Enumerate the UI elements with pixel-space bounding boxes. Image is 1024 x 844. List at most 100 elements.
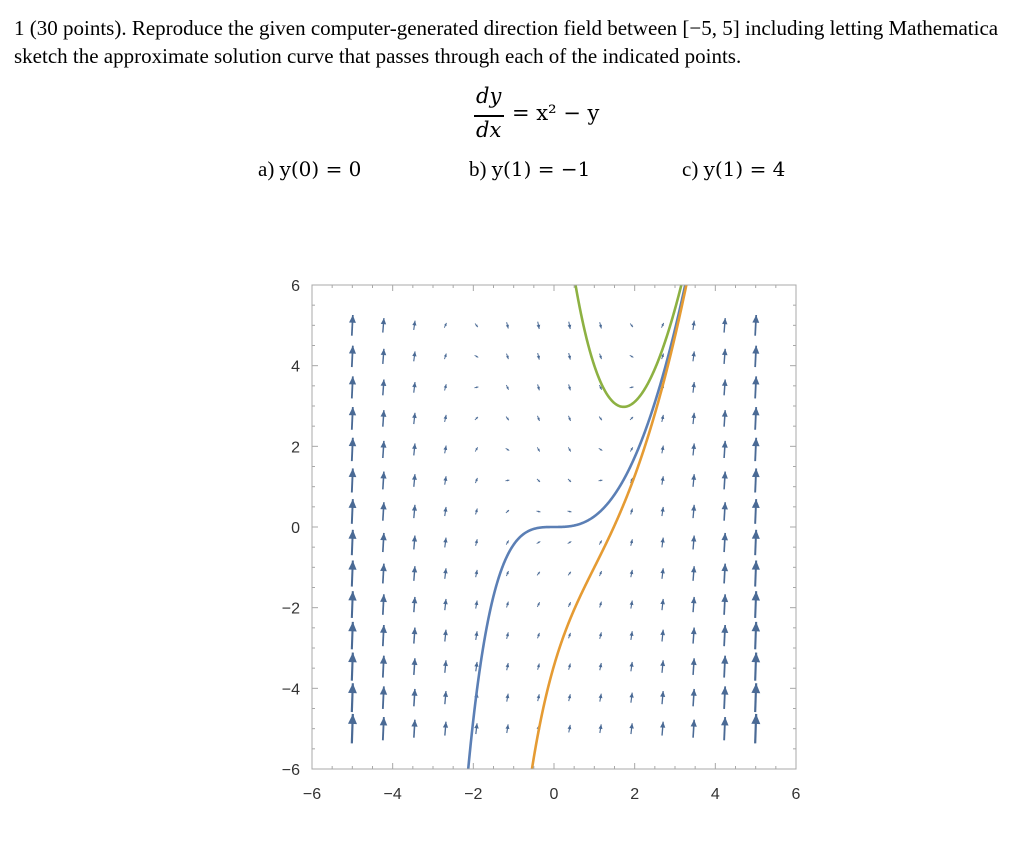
solution-curves (466, 285, 688, 769)
part-b-label: b) (469, 157, 487, 181)
arrow-head (599, 448, 603, 451)
arrow-head (443, 629, 448, 636)
arrow-head (629, 600, 634, 606)
arrow-head (506, 510, 510, 513)
arrow-head (348, 560, 357, 570)
arrow-head (347, 713, 357, 725)
arrow-head (411, 627, 418, 635)
arrow-head (752, 437, 760, 447)
arrow-head (661, 353, 664, 358)
y-tick-label: −6 (282, 762, 300, 779)
arrow-head (443, 445, 448, 451)
arrow-head (537, 602, 540, 606)
arrow-head (660, 568, 665, 574)
arrow-head (569, 510, 572, 513)
part-a-condition: y(0) = 0 (279, 157, 362, 181)
y-tick-label: −4 (282, 681, 300, 698)
arrow-head (380, 471, 387, 479)
arrow-head (567, 694, 572, 699)
arrow-head (348, 499, 357, 509)
arrow-head (443, 537, 448, 543)
arrow-head (380, 440, 387, 448)
arrow-head (721, 624, 729, 633)
arrow-head (536, 355, 541, 360)
y-tick-label: 2 (291, 439, 300, 456)
arrow-head (537, 417, 540, 421)
arrow-head (349, 314, 356, 323)
arrow-head (660, 445, 665, 451)
arrow-head (443, 476, 448, 481)
arrow-head (537, 479, 541, 483)
x-tick-label: 6 (792, 786, 801, 803)
arrow-head (660, 691, 666, 697)
arrow-head (568, 479, 572, 483)
arrow-head (506, 571, 509, 575)
arrow-head (443, 506, 448, 512)
x-tick-label: −6 (303, 786, 321, 803)
arrow-head (599, 355, 602, 360)
arrow-head (630, 355, 634, 358)
arrow-head (721, 532, 729, 541)
arrow-head (751, 560, 760, 570)
arrow-head (721, 348, 728, 356)
arrow-head (598, 324, 602, 329)
arrow-head (411, 596, 418, 604)
arrow-head (721, 594, 729, 603)
arrow-head (598, 662, 603, 668)
arrow-head (568, 448, 571, 452)
arrow-head (660, 660, 666, 667)
arrow-head (475, 416, 478, 420)
arrow-head (568, 541, 572, 544)
solution-curve-b (530, 285, 688, 769)
arrow-head (751, 713, 761, 725)
x-tick-label: 2 (630, 786, 639, 803)
arrow-head (475, 447, 478, 451)
fraction-bar (474, 115, 504, 117)
arrow-head (505, 724, 510, 730)
arrow-head (379, 655, 388, 664)
arrow-head (474, 539, 478, 544)
arrow-head (721, 686, 729, 695)
arrow-head (475, 355, 479, 358)
equation-rhs: = x² − y (512, 101, 600, 125)
arrow-head (380, 379, 387, 387)
arrow-head (660, 598, 665, 605)
arrow-head (721, 655, 729, 664)
arrow-head (751, 652, 761, 663)
arrow-head (411, 658, 418, 666)
arrow-head (348, 591, 357, 601)
arrow-head (721, 502, 728, 510)
x-tick-label: −2 (464, 786, 482, 803)
arrow-head (537, 571, 540, 575)
arrow-head (379, 686, 388, 695)
x-tick-label: 4 (711, 786, 720, 803)
arrow-head (751, 468, 760, 478)
arrow-head (443, 598, 448, 605)
arrow-head (629, 692, 634, 698)
part-a-label: a) (258, 157, 275, 181)
arrow-head (412, 320, 417, 326)
arrow-head (661, 322, 664, 327)
part-c: c) y(1) = 4 (682, 157, 785, 182)
arrow-head (629, 661, 634, 667)
arrow-head (380, 563, 387, 572)
arrow-head (600, 479, 603, 482)
arrow-head (660, 476, 665, 481)
arrow-head (348, 468, 357, 478)
arrow-head (380, 594, 387, 603)
arrow-head (568, 417, 571, 421)
arrow-head (721, 440, 728, 448)
arrow-head (568, 602, 571, 606)
arrow-head (380, 532, 387, 541)
arrow-head (443, 568, 448, 574)
axis-ticks (311, 284, 797, 770)
arrow-head (506, 417, 509, 421)
arrow-head (348, 652, 357, 663)
equation-denominator: dx (476, 118, 502, 142)
arrow-head (348, 437, 357, 447)
part-c-condition: y(1) = 4 (703, 157, 786, 181)
arrow-head (629, 539, 634, 544)
arrow-head (505, 324, 509, 329)
solution-curve-a (466, 285, 687, 769)
arrow-head (660, 414, 665, 420)
